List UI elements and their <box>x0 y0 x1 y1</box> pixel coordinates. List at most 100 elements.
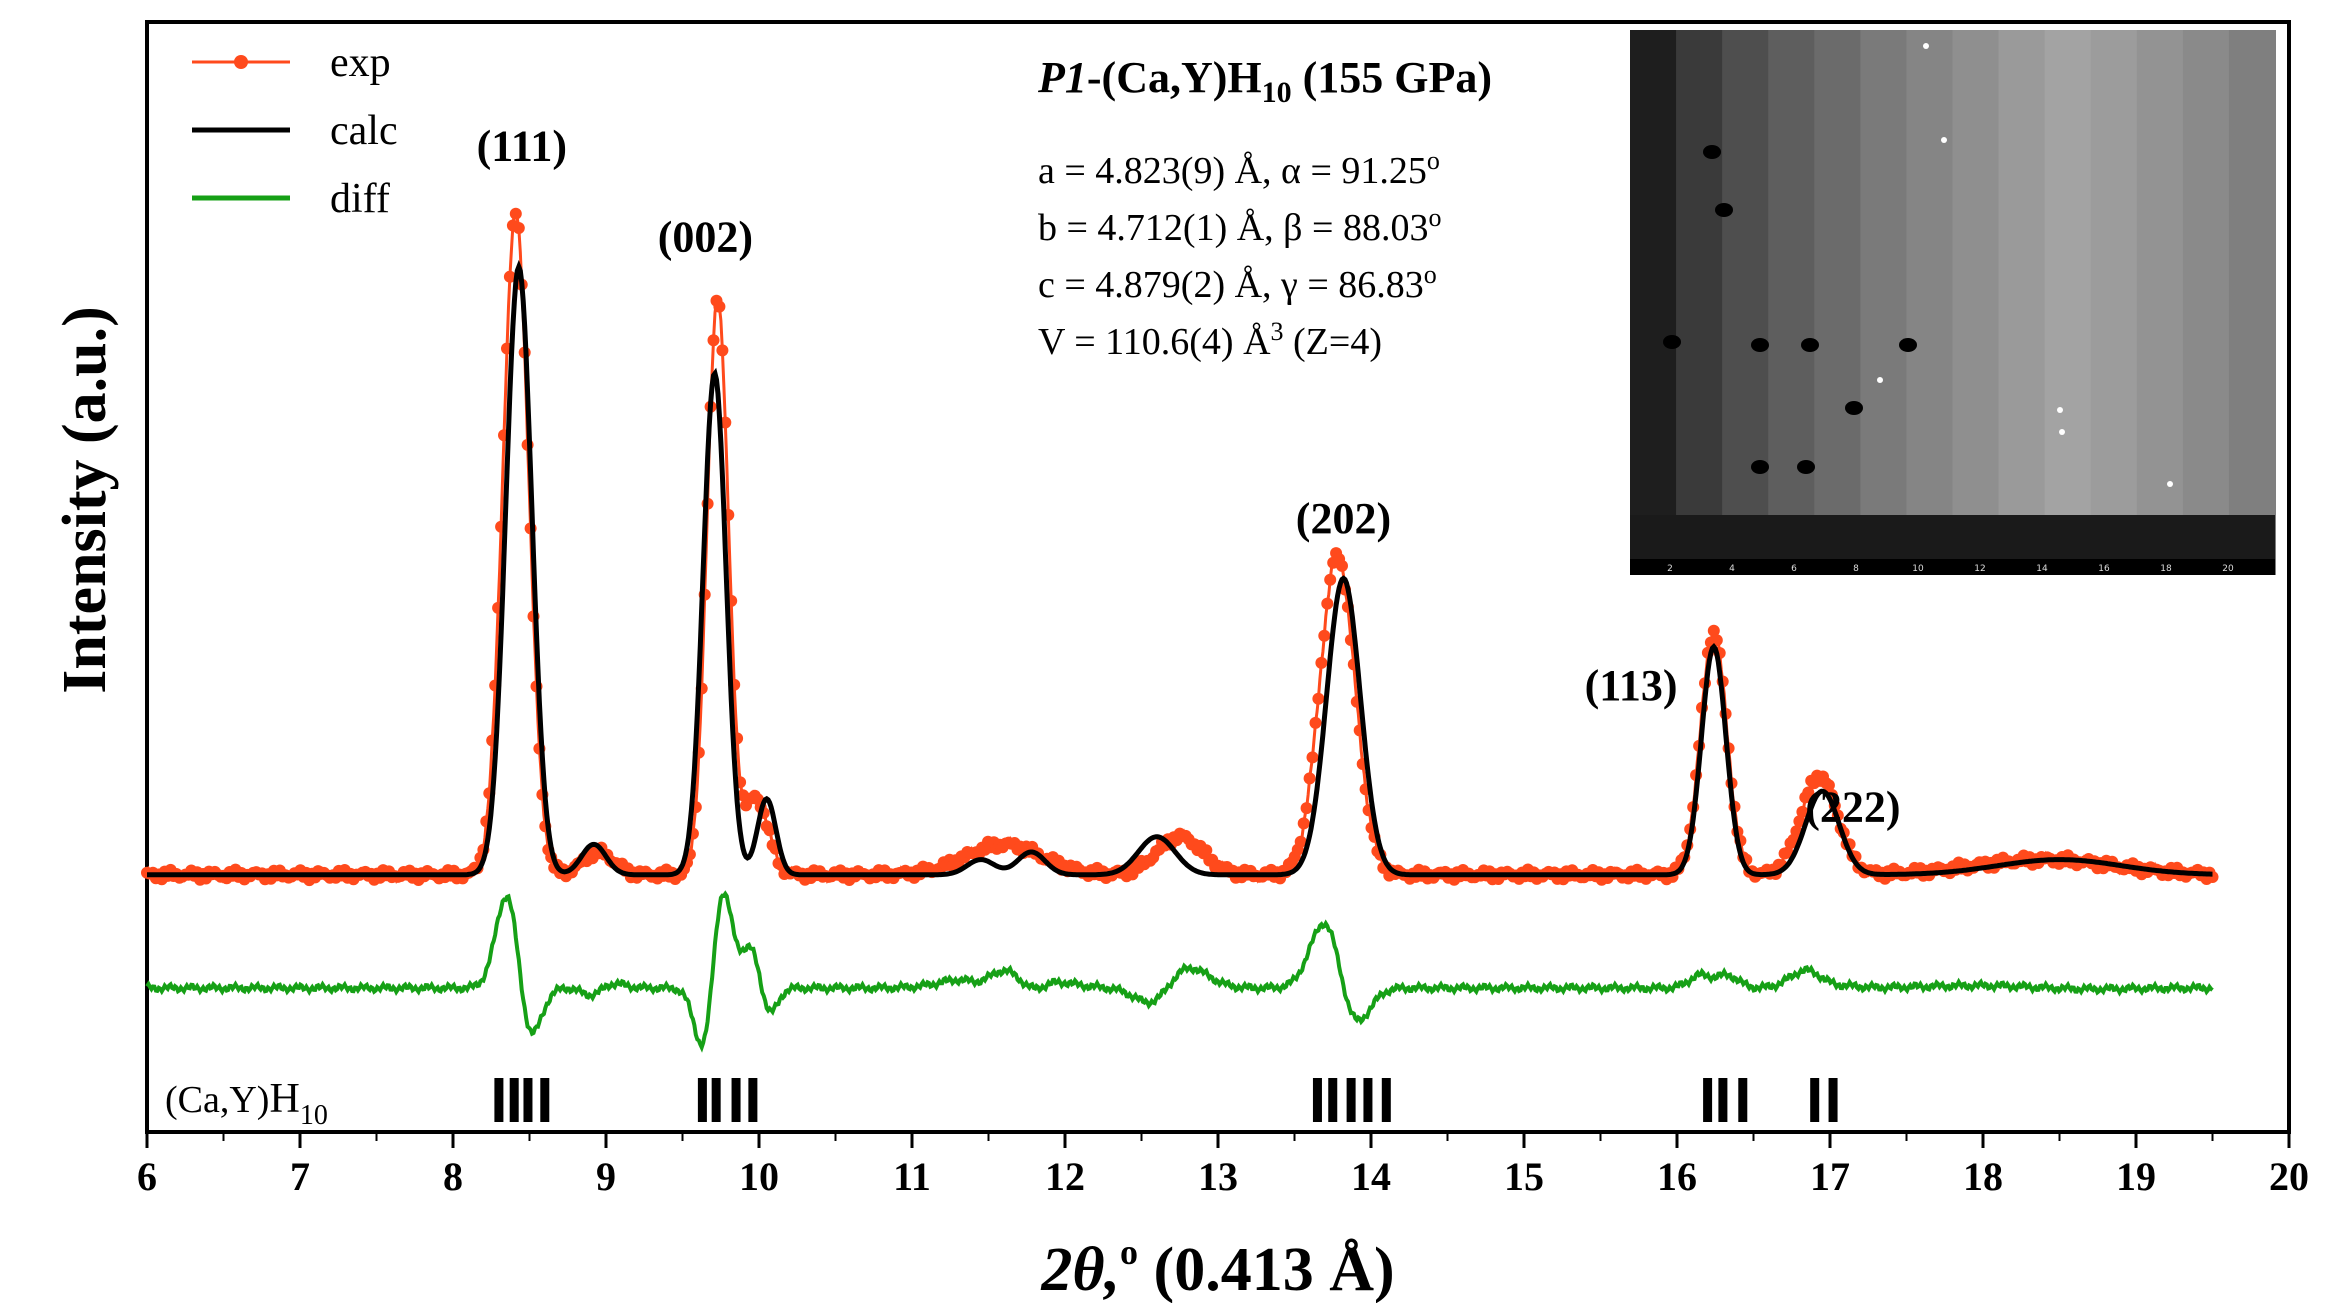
diffraction-image-inset: 2 4 6 8 10 12 14 16 18 20 <box>1630 30 2276 575</box>
exp-point <box>1306 751 1319 764</box>
exp-point <box>716 344 729 357</box>
inset-axis-label-4: 10 <box>1912 564 1924 574</box>
inset-axis-label-0: 2 <box>1667 564 1673 574</box>
cell-param-a: a = 4.823(9) Å, α = 91.25o <box>1038 146 1440 192</box>
legend-label-exp: exp <box>330 40 391 86</box>
x-tick-label-11: 17 <box>1810 1154 1850 1199</box>
inset-axis-label-9: 20 <box>2222 564 2234 574</box>
inset-beamstop-spot <box>1801 338 1819 352</box>
cell-parameters-annotation: P1-(Ca,Y)H10 (155 GPa) a = 4.823(9) Å, α… <box>1037 53 1492 363</box>
legend-item-exp: exp <box>192 40 391 86</box>
legend-item-diff: diff <box>192 176 390 222</box>
phase-title-subscript: 10 <box>1262 76 1292 109</box>
exp-point <box>1200 844 1213 857</box>
inset-band <box>1998 30 2046 575</box>
exp-point <box>1822 779 1835 792</box>
peak-label-1: (002) <box>658 213 753 262</box>
x-tick-label-12: 18 <box>1963 1154 2003 1199</box>
inset-bright-spot <box>1923 43 1929 49</box>
inset-band <box>1906 30 1954 575</box>
inset-beamstop-spot <box>1751 338 1769 352</box>
inset-beamstop-spot <box>1663 335 1681 349</box>
inset-beamstop-spot <box>1703 145 1721 159</box>
inset-band <box>1814 30 1862 575</box>
inset-band <box>2044 30 2092 575</box>
x-tick-label-3: 9 <box>596 1154 616 1199</box>
inset-axis-label-6: 14 <box>2036 564 2048 574</box>
x-tick-label-5: 11 <box>893 1154 931 1199</box>
peak-label-0: (111) <box>477 121 567 170</box>
exp-point <box>1297 817 1310 830</box>
exp-point <box>509 207 522 220</box>
bragg-phase-label: (Ca,Y)H10 <box>165 1076 328 1131</box>
inset-band <box>1768 30 1816 575</box>
inset-bright-spot <box>2167 481 2173 487</box>
exp-point <box>1707 624 1720 637</box>
inset-axis-label-5: 12 <box>1974 564 1985 574</box>
bragg-ticks <box>494 1078 1838 1122</box>
peak-label-4: (222) <box>1805 783 1900 832</box>
exp-point <box>1321 597 1334 610</box>
cell-volume: V = 110.6(4) Å3 (Z=4) <box>1038 317 1382 363</box>
exp-point <box>1802 786 1815 799</box>
inset-band <box>2090 30 2138 575</box>
x-tick-label-4: 10 <box>739 1154 779 1199</box>
x-tick-label-9: 15 <box>1504 1154 1544 1199</box>
inset-band <box>2182 30 2230 575</box>
phase-title-symmetry: P1 <box>1037 53 1087 102</box>
x-tick-label-10: 16 <box>1657 1154 1697 1199</box>
x-tick-label-8: 14 <box>1351 1154 1391 1199</box>
legend-label-calc: calc <box>330 108 398 154</box>
exp-point <box>503 270 516 283</box>
inset-beamstop-spot <box>1797 460 1815 474</box>
phase-title-formula: -(Ca,Y)H <box>1087 53 1262 102</box>
inset-bright-spot <box>1941 137 1947 143</box>
series-calc-line <box>147 259 2213 878</box>
exp-point <box>512 222 525 234</box>
x-tick-label-2: 8 <box>443 1154 463 1199</box>
cell-param-b: b = 4.712(1) Å, β = 88.03o <box>1038 203 1441 249</box>
y-axis-title: Intensity (a.u.) <box>51 306 119 694</box>
exp-point <box>1324 573 1337 586</box>
exp-point <box>1790 825 1803 838</box>
x-axis-ticks: 6 7 8 9 10 11 12 13 14 15 16 17 18 19 20 <box>137 1132 2309 1199</box>
exp-point <box>1781 846 1794 859</box>
exp-point <box>1315 656 1328 669</box>
x-tick-label-6: 12 <box>1045 1154 1085 1199</box>
peak-labels: (111) (002) (202) (113) (222) <box>477 121 1901 831</box>
exp-point <box>1300 802 1313 815</box>
x-tick-label-7: 13 <box>1198 1154 1238 1199</box>
inset-band <box>2228 30 2276 575</box>
inset-axis-bar <box>1630 559 2275 575</box>
inset-beamstop-spot <box>1751 460 1769 474</box>
inset-bright-spot <box>2059 429 2065 435</box>
inset-bright-spot <box>2057 407 2063 413</box>
x-tick-label-13: 19 <box>2116 1154 2156 1199</box>
inset-axis-label-3: 8 <box>1853 564 1859 574</box>
series-diff-line <box>145 890 2214 1053</box>
exp-point <box>1303 772 1316 785</box>
exp-point <box>713 300 726 313</box>
legend: exp calc diff <box>192 40 398 222</box>
inset-beamstop-spot <box>1899 338 1917 352</box>
exp-point <box>1318 629 1331 642</box>
inset-beamstop-spot <box>1845 401 1863 415</box>
inset-axis-label-8: 18 <box>2160 564 2172 574</box>
peak-label-2: (202) <box>1296 494 1391 543</box>
inset-axis-label-2: 6 <box>1791 564 1797 574</box>
inset-band <box>1722 30 1770 575</box>
exp-point <box>1336 559 1348 572</box>
x-tick-label-14: 20 <box>2269 1154 2309 1199</box>
inset-bright-spot <box>1877 377 1883 383</box>
exp-point <box>1793 815 1806 828</box>
inset-band <box>2136 30 2184 575</box>
legend-label-diff: diff <box>330 176 390 222</box>
inset-beamstop-spot <box>1715 203 1733 217</box>
exp-point <box>1710 634 1723 647</box>
legend-item-calc: calc <box>192 108 398 154</box>
exp-point <box>763 824 776 837</box>
inset-band <box>1952 30 2000 575</box>
exp-point <box>1796 805 1809 818</box>
exp-point <box>707 334 720 347</box>
